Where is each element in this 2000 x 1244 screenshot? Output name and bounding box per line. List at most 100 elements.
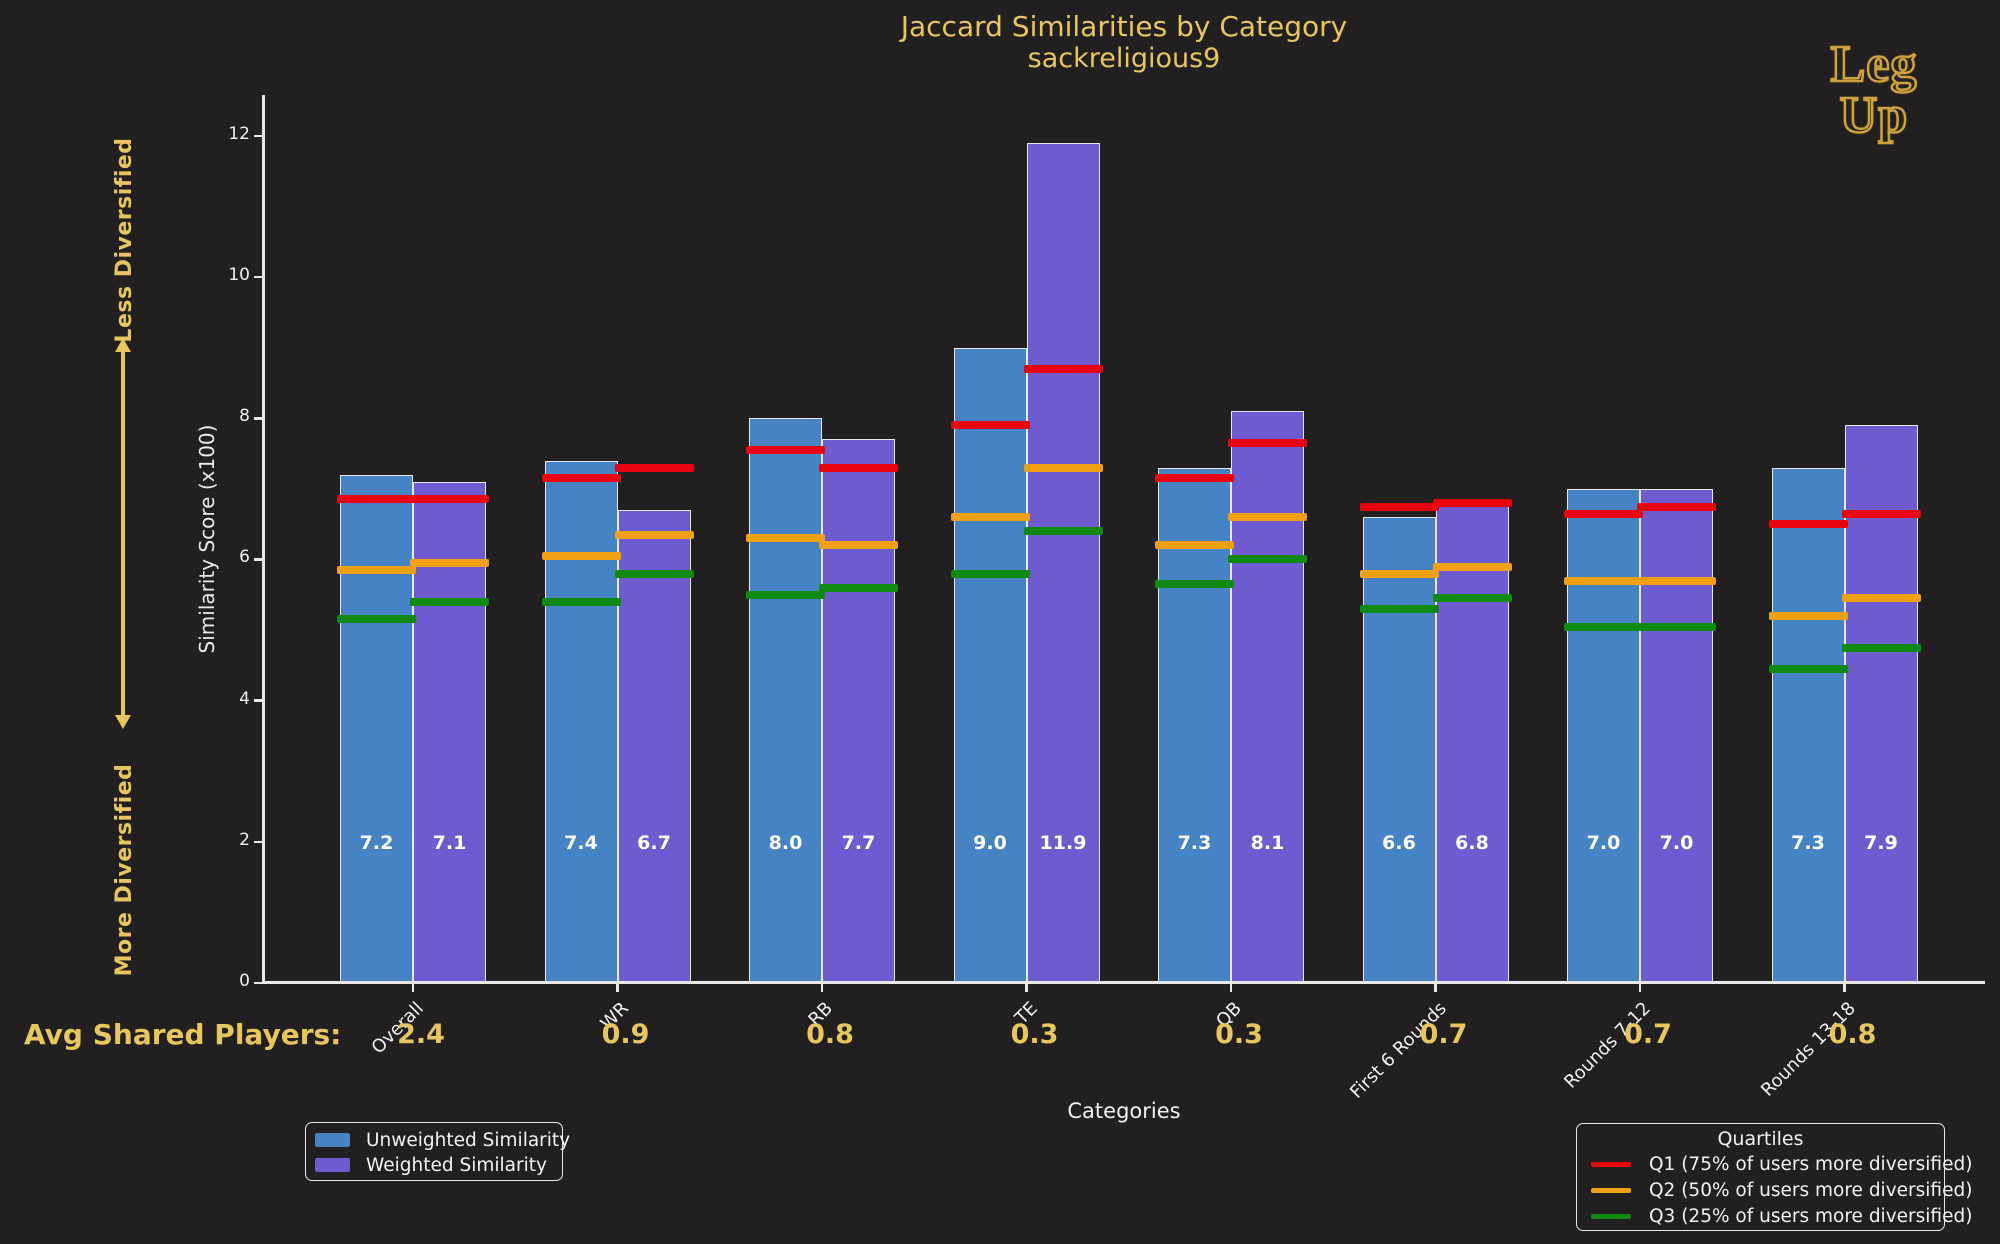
q1-quartile-line (1768, 520, 1848, 529)
legup-logo-line2: Up (1839, 86, 1909, 144)
bar-unweighted-overall (340, 474, 413, 983)
bar-weighted-overall (413, 481, 486, 983)
q2-quartile-line (1564, 576, 1643, 585)
bar-value-label: 7.2 (359, 831, 394, 854)
y-tick-mark-0 (254, 981, 262, 985)
q3-quartile-line (1155, 580, 1234, 589)
q3-quartile-line (1841, 643, 1921, 652)
x-tick-mark (616, 984, 619, 992)
bar-value-label: 6.8 (1455, 831, 1489, 854)
x-tick-mark (820, 984, 824, 992)
q1-quartile-line (1564, 509, 1643, 518)
q1-legend-label: Q1 (75% of users more diversified) (1649, 1153, 1973, 1175)
x-axis-title: Categories (1067, 1099, 1181, 1123)
x-tick-label-rb: RB (804, 998, 837, 1031)
diversification-arrow (121, 350, 125, 717)
chart-title-block: Jaccard Similarities by Category sackrel… (901, 10, 1348, 74)
q1-quartile-line (337, 495, 416, 504)
q3-quartile-line (1637, 622, 1716, 631)
q1-quartile-line (541, 474, 621, 483)
x-tick-mark (1229, 984, 1233, 992)
bar-unweighted-rounds-7-12 (1567, 488, 1640, 983)
bar-weighted-rb (822, 439, 895, 983)
q2-quartile-line (1359, 569, 1439, 578)
x-tick-label-first-6-rounds: First 6 Rounds (1345, 998, 1451, 1103)
x-tick-mark (1843, 984, 1846, 992)
bar-value-label: 7.3 (1791, 831, 1825, 854)
x-tick-mark (1025, 984, 1028, 992)
q1-quartile-line (746, 446, 825, 455)
legend-row-q3: Q3 (25% of users more diversified) (1591, 1204, 1972, 1228)
avg-shared-value-first-6-rounds: 0.7 (1419, 1019, 1468, 1050)
bar-weighted-te (1026, 143, 1100, 983)
q2-quartile-line (1768, 611, 1848, 620)
x-tick-label-te: TE (1010, 998, 1042, 1029)
y-tick-label-10: 10 (228, 265, 250, 286)
legend-row-q2: Q2 (50% of users more diversified) (1591, 1178, 1972, 1202)
bar-weighted-wr (617, 510, 691, 983)
y-tick-label-2: 2 (239, 829, 250, 850)
bar-unweighted-rounds-13-18 (1771, 467, 1845, 983)
arrow-up-icon (115, 338, 131, 352)
x-tick-label-qb: QB (1212, 998, 1246, 1032)
bar-value-label: 8.0 (768, 831, 803, 854)
q3-legend-label: Q3 (25% of users more diversified) (1649, 1205, 1973, 1227)
bar-weighted-rounds-13-18 (1844, 425, 1918, 983)
bar-value-label: 7.3 (1177, 831, 1212, 854)
q2-quartile-line (1432, 562, 1512, 571)
bar-weighted-first-6-rounds (1435, 503, 1509, 983)
x-tick-label-rounds-13-18: Rounds 13-18 (1756, 998, 1860, 1101)
q1-quartile-line (1359, 502, 1439, 511)
y-tick-mark-6 (254, 558, 262, 561)
q3-quartile-line (819, 583, 898, 592)
q2-quartile-line (746, 534, 825, 543)
legend-row-q1: Q1 (75% of users more diversified) (1591, 1152, 1972, 1176)
q2-quartile-line (819, 541, 898, 550)
q3-quartile-line (1432, 594, 1512, 603)
q3-quartile-line (541, 597, 621, 606)
bar-weighted-rounds-7-12 (1640, 488, 1713, 983)
unweighted-legend-label: Unweighted Similarity (366, 1129, 571, 1151)
y-tick-mark-10 (254, 275, 262, 279)
q3-quartile-line (1564, 622, 1643, 631)
avg-shared-value-qb: 0.3 (1215, 1019, 1263, 1050)
avg-shared-value-rounds-13-18: 0.8 (1828, 1019, 1877, 1050)
q2-quartile-line (1228, 513, 1307, 522)
q2-quartile-line (1023, 463, 1103, 472)
q3-quartile-line (1023, 527, 1103, 536)
q1-quartile-line (1023, 364, 1103, 373)
legup-logo-line1: Leg (1829, 36, 1918, 93)
bar-unweighted-te (953, 347, 1027, 983)
q1-quartile-line (1228, 439, 1307, 447)
bar-value-label: 7.9 (1864, 831, 1898, 854)
q3-quartile-line (1228, 555, 1307, 564)
x-tick-mark (411, 984, 415, 992)
avg-shared-value-wr: 0.9 (601, 1019, 650, 1050)
q3-quartile-line (1359, 604, 1439, 613)
q3-line-icon (1591, 1213, 1631, 1219)
avg-shared-value-rounds-7-12: 0.7 (1624, 1019, 1672, 1050)
q2-quartile-line (1155, 541, 1234, 550)
q1-quartile-line (1841, 509, 1921, 518)
bar-value-label: 6.6 (1382, 831, 1416, 854)
y-tick-label-0: 0 (239, 971, 250, 991)
legend-row-unweighted: Unweighted Similarity (315, 1128, 570, 1152)
q3-quartile-line (1768, 664, 1848, 673)
series-legend: Unweighted Similarity Weighted Similarit… (305, 1122, 570, 1181)
q1-quartile-line (614, 463, 694, 472)
y-tick-label-4: 4 (239, 688, 250, 709)
bar-unweighted-wr (544, 460, 618, 983)
q3-quartile-line (614, 569, 694, 578)
q3-quartile-line (950, 569, 1030, 578)
unweighted-swatch-icon (315, 1133, 350, 1147)
q1-quartile-line (1432, 499, 1512, 507)
bar-value-label: 8.1 (1250, 831, 1285, 854)
bar-value-label: 7.7 (841, 831, 876, 854)
weighted-legend-label: Weighted Similarity (366, 1154, 547, 1176)
bar-unweighted-first-6-rounds (1362, 517, 1436, 983)
avg-shared-value-te: 0.3 (1010, 1019, 1059, 1050)
q3-quartile-line (337, 615, 416, 624)
legend-row-weighted: Weighted Similarity (315, 1153, 547, 1177)
q1-quartile-line (1637, 502, 1716, 511)
